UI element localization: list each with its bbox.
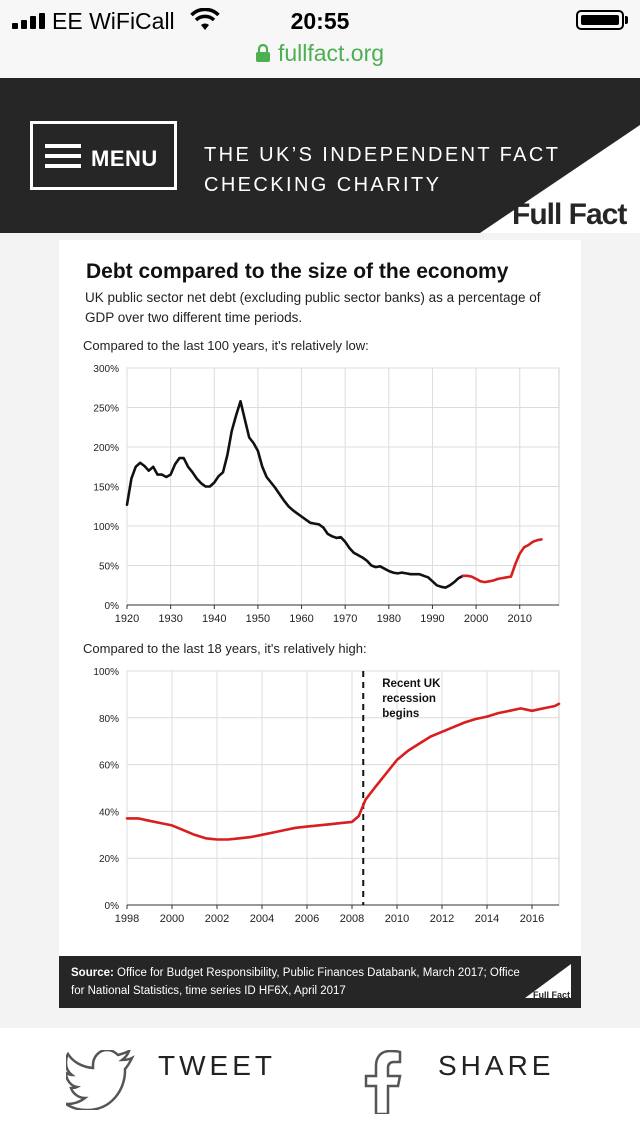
- x-tick-label: 2014: [475, 913, 499, 925]
- recession-annotation-line: begins: [382, 708, 419, 720]
- source-text: Office for Budget Responsibility, Public…: [71, 967, 520, 997]
- y-tick-label: 300%: [93, 364, 119, 375]
- status-bar: EE WiFiCall 20:55 fullfact.org: [0, 0, 640, 78]
- y-tick-label: 0%: [105, 601, 120, 612]
- source-footer: Source: Office for Budget Responsibility…: [59, 956, 581, 1008]
- facebook-icon[interactable]: [360, 1050, 404, 1114]
- menu-button[interactable]: MENU: [30, 121, 177, 190]
- site-tagline: THE UK’S INDEPENDENT FACT CHECKING CHARI…: [204, 140, 560, 200]
- source-label: Source:: [71, 967, 114, 979]
- menu-label: MENU: [91, 146, 158, 171]
- y-tick-label: 60%: [99, 761, 119, 772]
- carrier-name: EE WiFiCall: [52, 8, 175, 34]
- source-note: Source: Office for Budget Responsibility…: [71, 964, 526, 1000]
- x-tick-label: 1998: [115, 913, 139, 925]
- x-tick-label: 2010: [507, 613, 531, 625]
- x-tick-label: 1930: [158, 613, 182, 625]
- lock-icon: [255, 44, 270, 62]
- x-tick-label: 2000: [160, 913, 184, 925]
- battery-icon: [576, 10, 624, 30]
- plot-frame: [126, 670, 560, 906]
- x-tick-label: 2002: [205, 913, 229, 925]
- x-tick-label: 2000: [464, 613, 488, 625]
- x-tick-label: 2008: [340, 913, 364, 925]
- tweet-button[interactable]: TWEET: [158, 1050, 276, 1081]
- series-line-recent-debt: [461, 538, 543, 584]
- site-logo[interactable]: Full Fact: [512, 198, 627, 231]
- recession-annotation-line: recession: [382, 693, 436, 705]
- chart2-caption: Compared to the last 18 years, it's rela…: [83, 641, 367, 656]
- wifi-icon: [190, 8, 220, 30]
- x-tick-label: 1980: [377, 613, 401, 625]
- y-tick-label: 100%: [93, 522, 119, 533]
- address-bar[interactable]: fullfact.org: [0, 40, 640, 67]
- infographic-subtitle: UK public sector net debt (excluding pub…: [85, 290, 541, 325]
- x-tick-label: 1960: [289, 613, 313, 625]
- x-tick-label: 1920: [115, 613, 139, 625]
- infographic-title: Debt compared to the size of the economy: [86, 260, 509, 283]
- y-tick-label: 40%: [99, 807, 119, 818]
- y-tick-label: 100%: [93, 667, 119, 678]
- y-tick-label: 80%: [99, 714, 119, 725]
- footer-logo-triangle: [525, 964, 571, 998]
- x-tick-label: 1940: [202, 613, 226, 625]
- recent-debt-chart: 0% 20% 40% 60% 80% 100% 1998 2000 2002 2004 2006 20…: [93, 667, 561, 925]
- y-tick-label: 200%: [93, 443, 119, 454]
- x-tick-label: 2012: [430, 913, 454, 925]
- y-tick-label: 250%: [93, 404, 119, 415]
- y-tick-label: 50%: [99, 562, 119, 573]
- y-tick-label: 150%: [93, 483, 119, 494]
- footer-logo: Full Fact: [533, 990, 571, 1000]
- series-line-long-run-debt: [125, 399, 465, 589]
- x-tick-label: 1990: [420, 613, 444, 625]
- y-tick-label: 0%: [105, 901, 120, 912]
- x-tick-label: 1950: [246, 613, 270, 625]
- twitter-icon[interactable]: [66, 1050, 136, 1110]
- share-button[interactable]: SHARE: [438, 1050, 555, 1081]
- clock: 20:55: [290, 8, 350, 34]
- chart1-caption: Compared to the last 100 years, it's rel…: [83, 338, 369, 353]
- tagline-line-2: CHECKING CHARITY: [204, 174, 442, 196]
- tagline-line-1: THE UK’S INDEPENDENT FACT: [204, 144, 561, 166]
- hamburger-icon: [45, 144, 81, 168]
- recession-annotation-line: Recent UK: [382, 678, 441, 690]
- x-tick-label: 1970: [333, 613, 357, 625]
- share-bar: TWEET SHARE: [0, 1028, 640, 1136]
- url-text: fullfact.org: [277, 40, 385, 66]
- long-run-debt-chart: 0% 50% 100% 150% 200% 250% 300% 1920 1930 1940 195…: [93, 364, 560, 625]
- infographic: Debt compared to the size of the economy…: [59, 240, 581, 1008]
- x-tick-label: 2010: [385, 913, 409, 925]
- signal-strength-icon: [12, 13, 45, 29]
- series-line-net-debt: [125, 702, 561, 841]
- battery-tip: [625, 16, 628, 24]
- logo-triangle: [480, 125, 640, 233]
- x-tick-label: 2006: [295, 913, 319, 925]
- y-tick-label: 20%: [99, 854, 119, 865]
- x-tick-label: 2004: [250, 913, 274, 925]
- x-tick-label: 2016: [520, 913, 544, 925]
- site-header: MENU THE UK’S INDEPENDENT FACT CHECKING …: [0, 78, 640, 233]
